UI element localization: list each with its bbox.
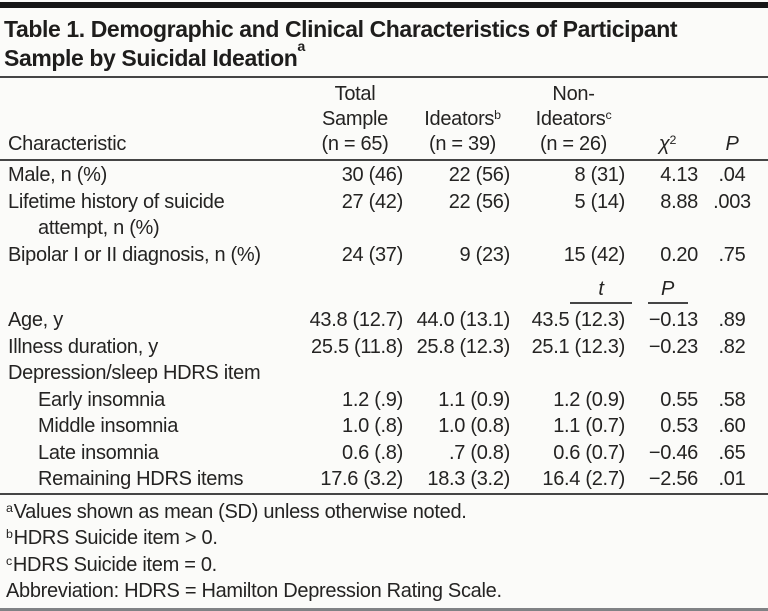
table-row: Remaining HDRS items 17.6 (3.2) 18.3 (3.… (38, 468, 746, 490)
table-body: Male, n (%) 30 (46) 22 (56) 8 (31) 4.13 … (0, 161, 768, 493)
table-title-line2: Sample by Suicidal Ideation (4, 45, 298, 71)
footnote-divider (0, 492, 768, 495)
footnote: cHDRS Suicide item = 0. (6, 553, 217, 576)
footnote: bHDRS Suicide item > 0. (6, 527, 218, 549)
header-divider (0, 159, 768, 161)
table-section-row: Depression/sleep HDRS item (8, 362, 261, 384)
table-row: Early insomnia 1.2 (.9) 1.1 (0.9) 1.2 (0… (38, 388, 746, 411)
ideators-footnote-marker: b (494, 108, 501, 123)
table-row: Bipolar I or II diagnosis, n (%) 24 (37)… (8, 243, 746, 266)
header-p-value: P (725, 133, 739, 155)
table-header-row: Characteristic Total Sample (n = 65) Ide… (0, 78, 761, 159)
table-row: Age, y 43.8 (12.7) 44.0 (13.1) 43.5 (12.… (8, 309, 746, 331)
header-total-sample: Total Sample (n = 65) (321, 83, 389, 155)
table-row: Late insomnia 0.6 (.8) .7 (0.8) 0.6 (0.7… (38, 441, 746, 464)
footnotes: aValues shown as mean (SD) unless otherw… (0, 495, 768, 608)
footnote-marker: c (6, 553, 12, 568)
stat-subheader-row: t P (0, 268, 761, 307)
top-black-bar (0, 2, 768, 8)
header-non-ideators: Non- Ideatorsc (n = 26) (535, 83, 612, 155)
footnote: aValues shown as mean (SD) unless otherw… (6, 500, 467, 523)
non-ideators-footnote-marker: c (605, 108, 612, 123)
header-characteristic: Characteristic (8, 133, 127, 155)
table-row: Lifetime history of suicide attempt, n (… (8, 190, 751, 240)
table-row: Illness duration, y 25.5 (11.8) 25.8 (12… (8, 335, 746, 358)
footnote-abbreviation: Abbreviation: HDRS = Hamilton Depression… (6, 580, 502, 602)
title-divider (0, 76, 768, 78)
bottom-divider (0, 607, 768, 611)
table-row: Middle insomnia 1.0 (.8) 1.0 (0.8) 1.1 (… (38, 415, 746, 437)
footnote-marker: a (6, 500, 13, 515)
p-column-header: P (632, 276, 703, 307)
footnote-marker: b (6, 527, 13, 542)
table-title: Table 1. Demographic and Clinical Charac… (0, 8, 768, 76)
table-title-line1: Table 1. Demographic and Clinical Charac… (4, 16, 678, 42)
t-column-header: t (515, 276, 632, 307)
header-chi-square: χ2 (658, 133, 677, 155)
title-footnote-marker: a (297, 38, 305, 55)
table-row: Male, n (%) 30 (46) 22 (56) 8 (31) 4.13 … (8, 164, 746, 186)
header-ideators: Ideatorsb (n = 39) (424, 108, 501, 155)
